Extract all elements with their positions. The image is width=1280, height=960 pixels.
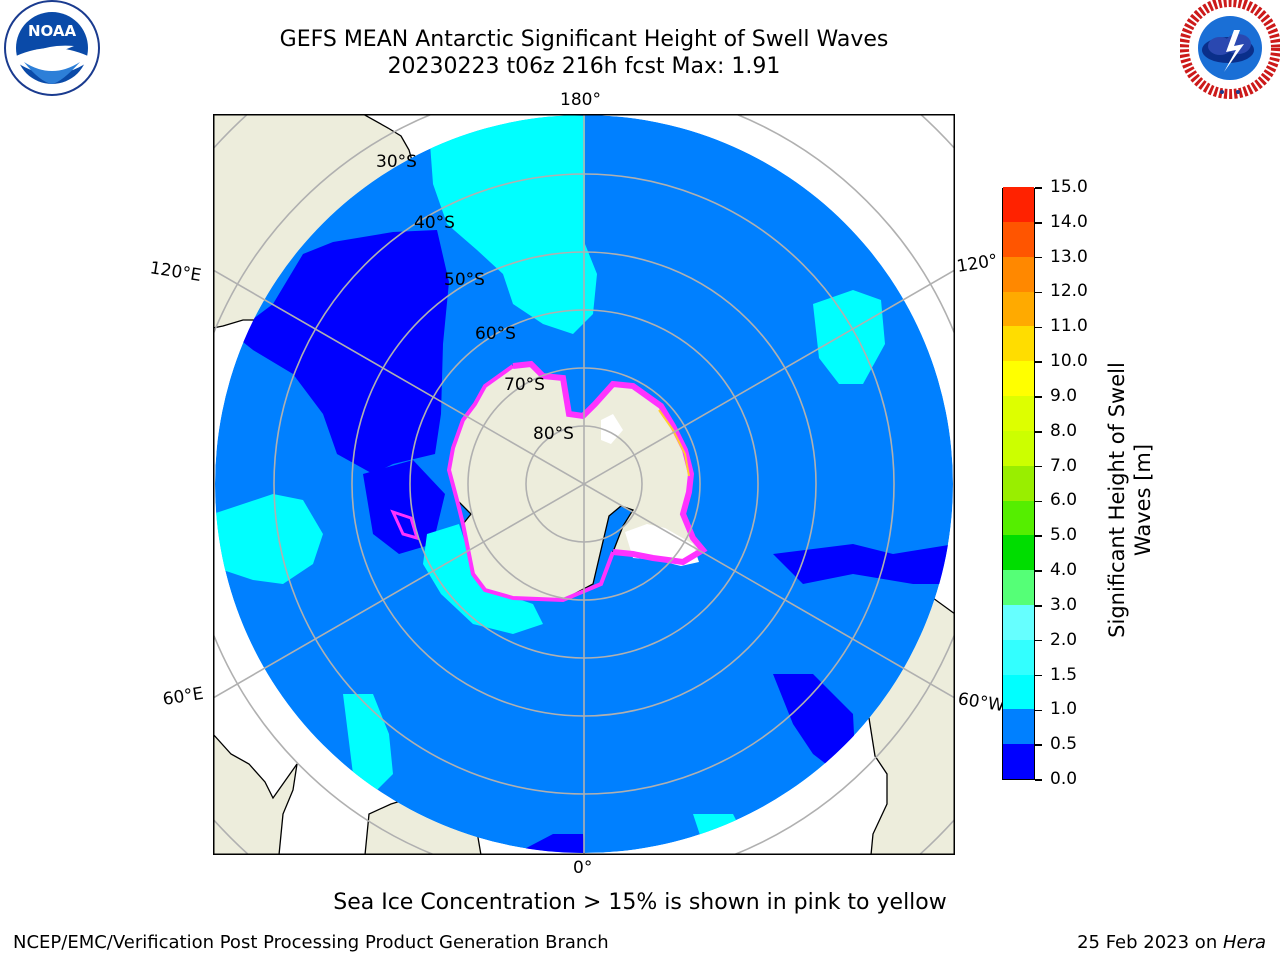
colorbar-tick-label: 12.0 — [1050, 281, 1088, 302]
colorbar-segment — [1003, 187, 1034, 222]
ross-ice-shelf — [601, 414, 623, 444]
colorbar-tick-mark — [1035, 535, 1042, 537]
svg-text:NOAA: NOAA — [28, 22, 77, 40]
colorbar-tick-label: 0.0 — [1050, 769, 1078, 789]
lat-label-50s: 50°S — [444, 270, 485, 290]
colorbar-tick-label: 1.0 — [1050, 699, 1078, 720]
national-weather-service-logo-icon — [1179, 0, 1280, 99]
colorbar-tick-mark — [1035, 709, 1042, 712]
colorbar-tick-mark — [1035, 431, 1042, 433]
lat-label-70s: 70°S — [504, 375, 545, 395]
noaa-logo-icon: NOAA — [4, 0, 100, 96]
colorbar-segment — [1003, 430, 1034, 466]
colorbar-tick-label: 6.0 — [1050, 490, 1078, 511]
colorbar-segment — [1003, 361, 1034, 397]
colorbar-tick-label: 11.0 — [1050, 316, 1088, 337]
colorbar-segment — [1003, 570, 1034, 605]
colorbar-segment — [1003, 709, 1034, 745]
colorbar-tick-mark — [1035, 779, 1042, 781]
colorbar-segment — [1003, 500, 1034, 536]
lon-label-60e: 60°E — [161, 683, 205, 710]
chart-title: GEFS MEAN Antarctic Significant Height o… — [279, 27, 889, 52]
lat-label-80s: 80°S — [533, 424, 574, 444]
lat-label-30s: 30°S — [376, 152, 417, 172]
colorbar-tick-mark — [1035, 465, 1042, 468]
colorbar-tick-label: 0.5 — [1050, 734, 1078, 755]
lon-label-60w: 60°W — [956, 689, 1006, 717]
graticule — [213, 114, 955, 855]
colorbar-tick-mark — [1035, 605, 1042, 607]
lon-label-120e: 120°E — [148, 258, 203, 286]
national-weather-service-logo — [1179, 0, 1280, 100]
colorbar-segment — [1003, 465, 1034, 501]
lon-label-180: 180° — [560, 90, 601, 110]
colorbar-tick-label: 8.0 — [1050, 420, 1078, 441]
colorbar-tick-label: 1.5 — [1050, 664, 1078, 685]
footer-date-text: 25 Feb 2023 on — [1077, 932, 1223, 953]
colorbar-tick-label: 5.0 — [1050, 525, 1078, 546]
colorbar-tick-label: 3.0 — [1050, 594, 1078, 615]
colorbar-segment — [1003, 674, 1034, 710]
colorbar-tick-mark — [1035, 570, 1042, 572]
colorbar-tick-label: 13.0 — [1050, 246, 1088, 267]
colorbar-tick-label: 14.0 — [1050, 211, 1088, 232]
polar-map — [213, 114, 955, 855]
chart-subtitle: 20230223 t06z 216h fcst Max: 1.91 — [387, 54, 781, 79]
colorbar-tick-label: 4.0 — [1050, 560, 1078, 581]
lat-label-40s: 40°S — [414, 213, 455, 233]
colorbar-segment — [1003, 535, 1034, 571]
colorbar-label-line1: Significant Height of Swell — [1105, 362, 1129, 638]
colorbar-tick-label: 9.0 — [1050, 385, 1078, 406]
noaa-logo: NOAA — [2, 0, 102, 100]
colorbar-tick-mark — [1035, 326, 1042, 329]
colorbar-segment — [1003, 291, 1034, 327]
colorbar-tick-mark — [1035, 222, 1042, 224]
colorbar-tick-mark — [1035, 639, 1042, 642]
colorbar-tick-mark — [1035, 500, 1042, 503]
colorbar-tick-mark — [1035, 674, 1042, 677]
colorbar-tick-label: 10.0 — [1050, 351, 1088, 372]
lon-label-0: 0° — [573, 858, 593, 878]
colorbar-label: Significant Height of Swell Waves [m] — [1100, 300, 1160, 700]
colorbar-segment — [1003, 604, 1034, 640]
colorbar-tick-label: 7.0 — [1050, 455, 1078, 476]
colorbar-tick-mark — [1035, 744, 1042, 746]
polar-map-svg — [213, 114, 955, 855]
footer-machine: Hera — [1222, 932, 1266, 953]
lat-label-60s: 60°S — [475, 324, 516, 344]
swell-moderate-regions — [215, 115, 885, 844]
colorbar-tick-label: 15.0 — [1050, 177, 1088, 197]
colorbar-tick-mark — [1035, 396, 1042, 398]
colorbar-tick-mark — [1035, 291, 1042, 294]
lon-label-120w: 120° — [955, 250, 1000, 277]
footer-date: 25 Feb 2023 on Hera — [1077, 932, 1266, 953]
colorbar-segment — [1003, 639, 1034, 675]
colorbar-ticks: 0.0 0.5 1.0 1.5 2.0 3.0 4.0 5.0 6.0 7.0 8.0 9.0 10.0… — [1035, 177, 1115, 789]
sea-ice-note: Sea Ice Concentration > 15% is shown in … — [333, 890, 947, 915]
colorbar — [1002, 187, 1035, 780]
colorbar-segment — [1003, 744, 1034, 779]
colorbar-segment — [1003, 222, 1034, 257]
colorbar-label-line2: Waves [m] — [1131, 443, 1155, 557]
colorbar-segment — [1003, 396, 1034, 431]
colorbar-tick-mark — [1035, 256, 1042, 259]
footer-branch: NCEP/EMC/Verification Post Processing Pr… — [13, 932, 609, 953]
colorbar-tick-mark — [1035, 361, 1042, 363]
colorbar-tick-mark — [1035, 187, 1042, 189]
colorbar-segment — [1003, 256, 1034, 292]
colorbar-segment — [1003, 326, 1034, 362]
map-frame — [213, 114, 955, 855]
colorbar-tick-label: 2.0 — [1050, 629, 1078, 650]
sea-ice-edge — [390, 360, 708, 603]
